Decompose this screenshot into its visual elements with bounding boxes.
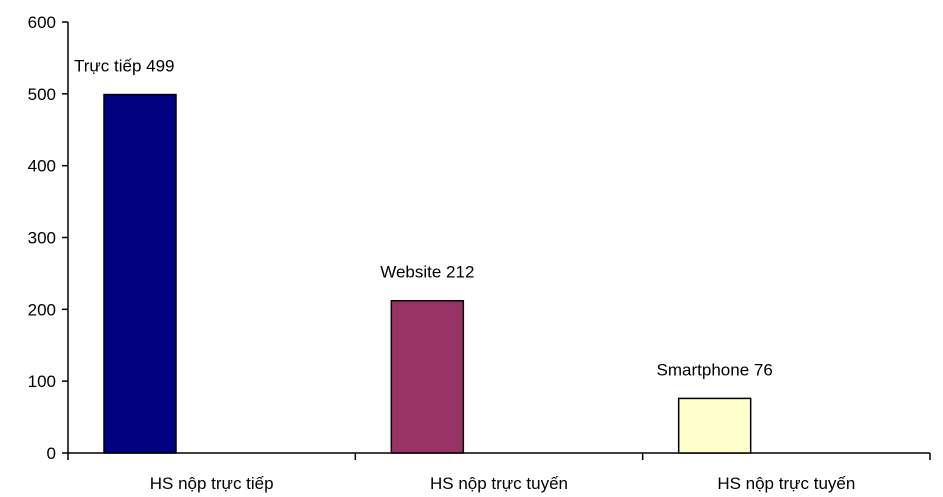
data-labels: Trực tiếp 499 Website 212 Smartphone 76 — [74, 57, 773, 380]
y-axis: 0 100 200 300 400 500 600 — [28, 13, 69, 463]
y-tick-label: 400 — [28, 157, 56, 176]
data-label: Smartphone 76 — [657, 360, 773, 379]
y-tick-label: 300 — [28, 229, 56, 248]
y-tick-label: 600 — [28, 13, 56, 32]
data-label: Website 212 — [380, 263, 474, 282]
y-tick-label: 200 — [28, 300, 56, 319]
y-tick-label: 500 — [28, 85, 56, 104]
bar — [103, 93, 177, 454]
bar — [390, 299, 465, 454]
y-tick-label: 100 — [28, 372, 56, 391]
bars — [103, 93, 752, 454]
data-label: Trực tiếp 499 — [74, 57, 175, 76]
x-category-label: HS nộp trực tuyến — [717, 474, 855, 493]
x-category-label: HS nộp trực tuyến — [430, 474, 568, 493]
x-axis: HS nộp trực tiếp HS nộp trực tuyến HS nộp … — [67, 452, 931, 493]
x-category-label: HS nộp trực tiếp — [150, 474, 274, 493]
y-tick-label: 0 — [47, 444, 56, 463]
bar — [677, 397, 752, 454]
